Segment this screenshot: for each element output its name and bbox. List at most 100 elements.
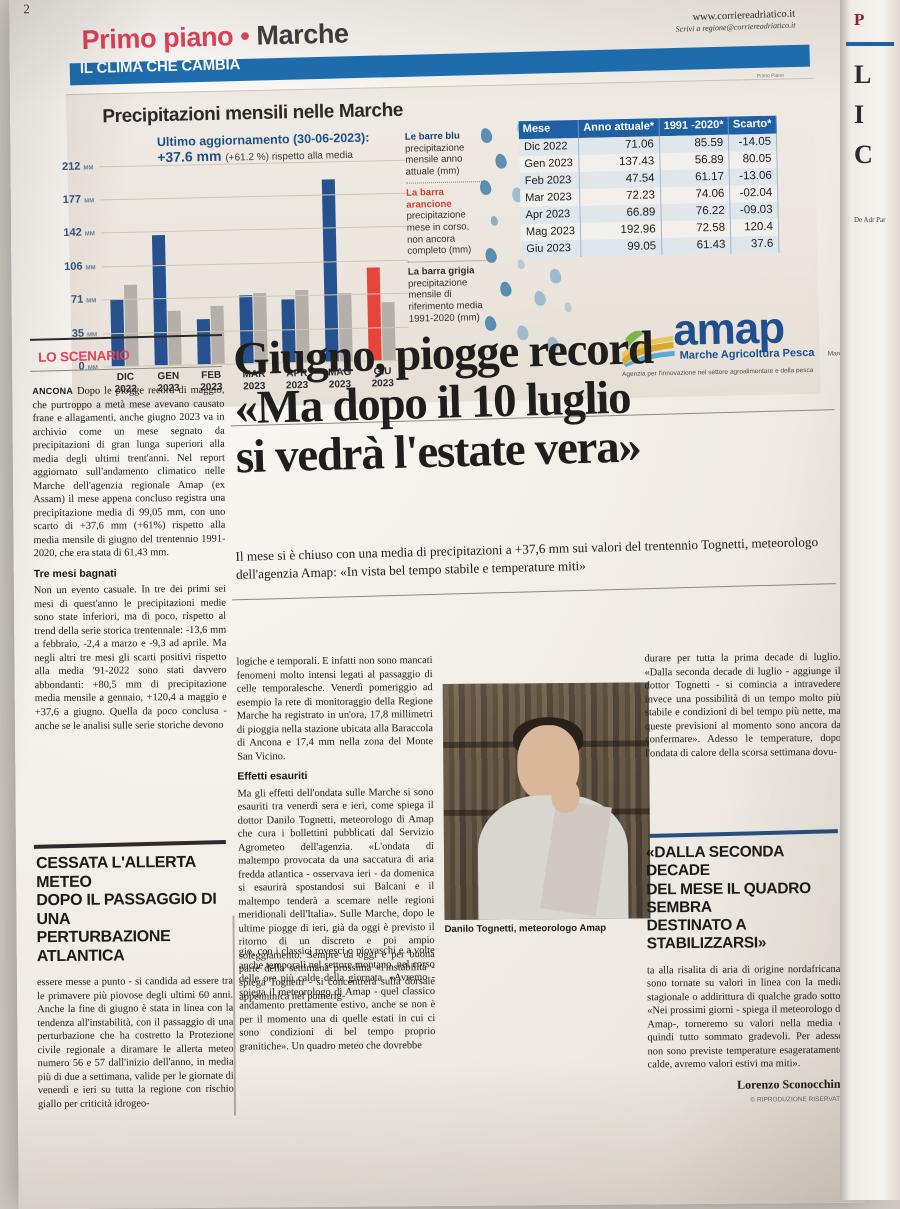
alert-box-body: essere messe a punto - si candida ad ess… xyxy=(37,975,234,1112)
adjacent-blue-bar xyxy=(846,42,894,46)
raindrop-icon xyxy=(516,258,526,270)
precipitation-table: Mese Anno attuale* 1991 -2020* Scarto* Dic … xyxy=(518,115,780,258)
photo-subject-hand xyxy=(551,778,580,814)
raindrop-icon xyxy=(478,178,493,197)
table-cell: Apr 2023 xyxy=(520,205,581,224)
legend-grey-text: precipitazione mensile di riferimento me… xyxy=(407,277,483,325)
legend-grey-title: La barra grigia xyxy=(407,265,475,278)
alert-box-line-2: DOPO IL PASSAGGIO DI UNA xyxy=(36,890,217,928)
copyright-notice: © RIPRODUZIONE RISERVATA xyxy=(750,1096,844,1104)
dateline: ANCONA xyxy=(32,385,74,397)
table-column-header: Mese xyxy=(518,119,579,139)
table-cell: 80.05 xyxy=(728,150,778,169)
table-cell: -02.04 xyxy=(729,184,778,203)
table-cell: -14.05 xyxy=(728,133,777,152)
table-cell: Mar 2023 xyxy=(520,188,581,207)
adjacent-page-edge: P L I C De Adr Par xyxy=(840,0,900,1200)
alert-box-line-1: CESSATA L'ALLERTA METEO xyxy=(35,853,196,891)
y-axis-tick-label: 212 MM xyxy=(61,160,94,173)
alert-box: CESSATA L'ALLERTA METEO DOPO IL PASSAGGI… xyxy=(36,854,234,1110)
col2-subhead: Effetti esauriti xyxy=(237,770,308,783)
website-block: www.corriereadriatico.it Scrivi a region… xyxy=(675,8,796,35)
article-column-3-cont: ta alla risalita di aria di origine nord… xyxy=(647,963,844,1107)
article-column-3: durare per tutta la prima decade di lugl… xyxy=(644,651,841,767)
scenario-badge: LO SCENARIO xyxy=(37,347,130,365)
table-cell: 71.06 xyxy=(578,135,660,155)
byline: Lorenzo Sconocchini xyxy=(736,1076,844,1092)
table-cell: 72.23 xyxy=(579,186,661,206)
adjacent-scrap-3: I xyxy=(854,100,865,129)
legend-orange-title: La barra arancione xyxy=(405,186,452,211)
col1-paragraph-2: Non un evento casuale. In tre dei primi … xyxy=(33,584,227,732)
alert-box-line-3: PERTURBAZIONE ATLANTICA xyxy=(36,928,171,965)
legend-divider-2 xyxy=(407,260,486,263)
table-cell: 120.4 xyxy=(730,218,779,237)
legend-divider-1 xyxy=(405,180,484,184)
infographic-panel: Precipitazioni mensili nelle Marche Ulti… xyxy=(62,77,865,411)
pull-quote-line-2: DEL MESE IL QUADRO SEMBRA xyxy=(646,879,811,917)
rule-under-standfirst xyxy=(232,583,836,601)
col1-paragraph-1: ANCONA Dopo le piogge record di maggio, … xyxy=(32,384,225,561)
table-cell: 47.54 xyxy=(579,169,661,189)
raindrop-icon xyxy=(479,126,494,145)
section-title: Primo piano • Marche xyxy=(81,18,349,56)
y-axis-tick-label: 177 MM xyxy=(62,193,95,207)
raindrop-icon xyxy=(532,289,547,307)
bar-reference-average xyxy=(167,311,182,365)
y-axis-tick-label: 71 MM xyxy=(70,293,97,306)
headline: Giugno, piogge record «Ma dopo il 10 lug… xyxy=(233,319,837,483)
pull-quote-line-1: «DALLA SECONDA DECADE xyxy=(645,843,784,880)
adjacent-scrap-4: C xyxy=(854,140,873,169)
legend-orange-text: precipitazione mese in corso, non ancora… xyxy=(406,209,472,258)
table-cell: 85.59 xyxy=(659,134,729,153)
pull-quote: «DALLA SECONDA DECADE DEL MESE IL QUADRO… xyxy=(646,843,847,954)
section-title-sub: Marche xyxy=(256,18,349,51)
amap-logo: amap Marche Agricoltura Pesca Marche Agr… xyxy=(619,304,865,385)
table-column-header: 1991 -2020* xyxy=(658,116,729,136)
table-cell: 74.06 xyxy=(660,185,730,204)
table-cell: 61.43 xyxy=(661,236,732,255)
table-cell: Dic 2022 xyxy=(518,137,580,156)
table-body: Dic 2022 71.06 85.59 -14.05 Gen 2023 137.43 56… xyxy=(518,133,779,258)
table-cell: -13.06 xyxy=(729,167,778,186)
table-cell: 137.43 xyxy=(579,152,660,172)
col3-paragraph-1: durare per tutta la prima decade di lugl… xyxy=(644,651,842,759)
table-column-header: Anno attuale* xyxy=(578,118,660,138)
amap-swoosh-icon xyxy=(621,330,675,367)
raindrop-icon xyxy=(563,301,573,313)
section-separator: • xyxy=(239,20,250,52)
col1-subhead: Tre mesi bagnati xyxy=(33,567,117,580)
adjacent-scrap-2: L xyxy=(854,60,872,89)
standfirst: Il mese si è chiuso con una media di pre… xyxy=(235,534,819,583)
table-cell: Gen 2023 xyxy=(519,154,580,173)
raindrop-icon xyxy=(493,152,508,170)
table-cell: Feb 2023 xyxy=(519,171,580,190)
photo-caption: Danilo Tognetti, meteorologo Amap xyxy=(444,922,607,935)
table-cell: 76.22 xyxy=(660,202,731,221)
raindrop-icon xyxy=(483,246,499,264)
table-cell: 61.17 xyxy=(659,168,730,187)
page-folio: 2 xyxy=(23,1,30,17)
table-cell: 56.89 xyxy=(659,151,730,170)
section-title-main: Primo piano xyxy=(81,21,234,56)
article-column-2-cont: gio, con i classici rovesci o piovaschi … xyxy=(239,944,436,1060)
y-axis-tick-label: 142 MM xyxy=(63,226,95,240)
newspaper-page-sheet: 2 www.corriereadriatico.it Scrivi a regi… xyxy=(9,0,865,1209)
col2-paragraph-1: logiche e temporali. E infatti non sono … xyxy=(236,655,434,763)
table-cell: 37.6 xyxy=(730,235,779,254)
pull-quote-block: «DALLA SECONDA DECADE DEL MESE IL QUADRO… xyxy=(646,843,848,1104)
col1-paragraph-3: essere messe a punto - si candida ad ess… xyxy=(36,975,234,1111)
y-axis-tick-label: 106 MM xyxy=(64,260,96,273)
pull-quote-line-3: DESTINATO A STABILIZZARSI» xyxy=(646,916,767,953)
col1-body-1: Dopo le piogge record di maggio, che pur… xyxy=(32,384,226,560)
rule-quote xyxy=(645,829,838,839)
alert-box-headline: CESSATA L'ALLERTA METEO DOPO IL PASSAGGI… xyxy=(36,854,233,967)
legend-blue-text: precipitazione mensile anno attuale (mm) xyxy=(405,142,465,178)
col2-paragraph-3: gio, con i classici rovesci o piovaschi … xyxy=(238,945,436,1053)
raindrop-icon xyxy=(489,215,499,227)
col3-paragraph-2: ta alla risalita di aria di origine nord… xyxy=(646,963,844,1071)
table-cell: Mag 2023 xyxy=(520,222,581,241)
bar-current-year xyxy=(196,319,211,365)
table-column-header: Scarto* xyxy=(728,115,777,135)
table-cell: 66.89 xyxy=(580,203,661,223)
